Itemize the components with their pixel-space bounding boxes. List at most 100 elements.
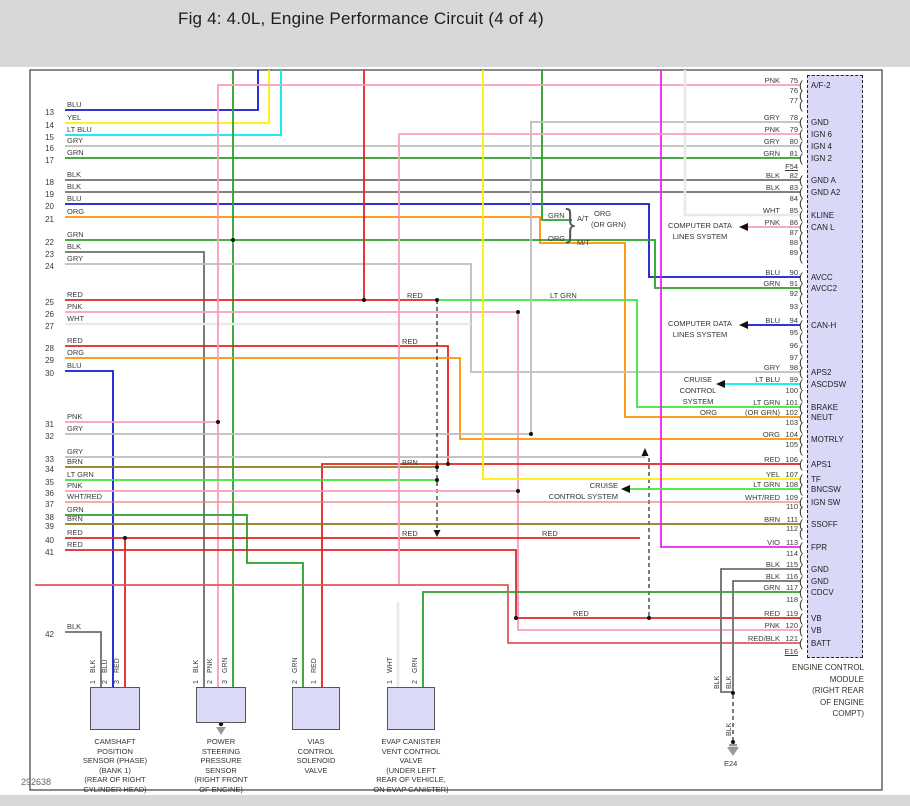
- ecm-pin-wire-color: PNK: [764, 620, 780, 630]
- vias-control-solenoid-valve-caption-line: CONTROL: [297, 746, 335, 756]
- left-row-wire-color: RED: [67, 540, 83, 549]
- evap-canister-vent-control-valve-caption-line: ON EVAP CANISTER): [373, 785, 449, 794]
- power-steering-pressure-sensor-caption-line: PRESSURE: [200, 756, 242, 766]
- left-row-wire-color: BLK: [67, 170, 82, 179]
- connector-id: F54: [785, 162, 798, 171]
- component-pin-number: 1: [193, 680, 200, 684]
- ecm-pin-bracket-icon: (: [799, 636, 803, 650]
- ecm-pin-bracket-icon: (: [799, 196, 803, 210]
- component-pin-wire-color: BLK: [90, 659, 97, 673]
- ecm-pin-bracket-icon: (: [799, 526, 803, 540]
- left-row-wire-color: BRN: [67, 457, 83, 466]
- ecm-pin-number: 80: [789, 136, 798, 146]
- ecm-pin-wire-color: RED: [764, 608, 780, 618]
- ecm-pin-signal: IGN 4: [811, 141, 832, 151]
- wire-pnk: [217, 84, 800, 687]
- connection-arrow-icon: [739, 223, 748, 231]
- ecm-pin-bracket-icon: (: [799, 304, 803, 318]
- ecm-pin-bracket-icon: (: [799, 291, 803, 305]
- ecm-pin-signal: BNCSW: [811, 484, 841, 494]
- junction-dot: [446, 462, 450, 466]
- component-pin-number: 2: [292, 680, 299, 684]
- e24-ground-bar-icon: [729, 744, 737, 747]
- ecm-pin-wire-color: BLK: [765, 559, 780, 569]
- evap-canister-vent-control-valve-box: [387, 687, 435, 730]
- wire-mid-label: RED: [402, 529, 418, 538]
- left-row-wire-color: WHT/RED: [67, 492, 102, 501]
- ecm-pin-number: 100: [785, 385, 798, 395]
- ecm-pin-number: 119: [786, 608, 798, 618]
- left-row-number: 19: [45, 190, 54, 199]
- component-pin-number: 1: [387, 680, 394, 684]
- ecm-pin-number: 82: [789, 170, 798, 180]
- ecm-pin-signal: IGN 6: [811, 129, 832, 139]
- ecm-pin-signal: APS2: [811, 367, 832, 377]
- ecm-pin-number: 96: [789, 340, 798, 350]
- wire-pnk: [398, 133, 800, 584]
- left-row-wire-color: BLK: [67, 622, 82, 631]
- ecm-pin-bracket-icon: (: [799, 551, 803, 565]
- left-row-wire-color: PNK: [67, 481, 83, 490]
- ecm-pin-bracket-icon: (: [799, 98, 803, 112]
- component-pin-wire-color: PNK: [207, 658, 214, 673]
- ecm-pin-bracket-icon: (: [799, 611, 803, 625]
- camshaft-position-sensor-caption-line: (REAR OF RIGHT: [84, 775, 146, 785]
- component-pin-wire-color: WHT: [387, 657, 394, 673]
- connection-arrow-icon: [641, 448, 649, 456]
- ecm-pin-signal: MOTRLY: [811, 434, 844, 444]
- ecm-pin-bracket-icon: (: [799, 127, 803, 141]
- wire-gry: [65, 263, 800, 373]
- component-pin-wire-color: BLK: [193, 659, 200, 673]
- wire-grn: [422, 591, 800, 687]
- junction-dot: [647, 616, 651, 620]
- left-row-number: 30: [45, 369, 54, 378]
- e24-ground-arrow-icon: [727, 747, 739, 756]
- evap-canister-vent-control-valve-caption-line: (UNDER LEFT: [386, 765, 436, 775]
- wire-ltblu: [65, 70, 282, 136]
- ecm-pin-number: 110: [786, 501, 798, 511]
- left-row-wire-color: BLK: [67, 242, 82, 251]
- left-row-number: 28: [45, 344, 54, 353]
- junction-dot: [231, 238, 235, 242]
- ecm-pin-number: 98: [789, 362, 798, 372]
- cruise-control-1: SYSTEM: [682, 397, 714, 406]
- wire-redblk: [35, 584, 800, 644]
- left-row-number: 26: [45, 310, 54, 319]
- ecm-pin-signal: CAN L: [811, 222, 835, 232]
- component-pin-number: 1: [90, 680, 97, 684]
- ecm-pin-number: 120: [785, 620, 798, 630]
- ecm-pin-number: 85: [789, 205, 798, 215]
- ecm-pin-bracket-icon: (: [799, 432, 803, 446]
- left-row-number: 13: [45, 108, 54, 117]
- ecm-pin-wire-color: GRY: [763, 136, 780, 146]
- wire-mid-label: A/T: [577, 214, 589, 223]
- component-pin-number: 2: [207, 680, 214, 684]
- ecm-pin-number: 115: [786, 559, 798, 569]
- connection-arrow-icon: [621, 485, 630, 493]
- junction-dot: [435, 478, 439, 482]
- left-row-wire-color: RED: [67, 290, 83, 299]
- ecm-caption-line: ENGINE CONTROL: [791, 663, 864, 672]
- left-row-number: 22: [45, 238, 54, 247]
- wire-mid-label: E24: [724, 759, 738, 768]
- left-row-wire-color: BLU: [67, 194, 82, 203]
- wire-red: [65, 345, 800, 465]
- left-row-number: 29: [45, 356, 54, 365]
- ecm-pin-wire-color: LT GRN: [753, 479, 780, 489]
- wire-mid-label: RED: [573, 609, 589, 618]
- ecm-pin-signal: IGN 2: [811, 153, 832, 163]
- ecm-pin-wire-color: BLU: [765, 267, 780, 277]
- cruise-control-2: CONTROL SYSTEM: [548, 492, 618, 501]
- left-row-wire-color: BRN: [67, 514, 83, 523]
- ecm-pin-wire-color: RED/BLK: [747, 633, 780, 643]
- left-row-number: 24: [45, 262, 54, 271]
- left-row-number: 25: [45, 298, 54, 307]
- ecm-pin-number: 97: [789, 352, 798, 362]
- ecm-pin-wire-color: (OR GRN): [745, 407, 780, 417]
- vias-control-solenoid-valve-caption-line: VALVE: [304, 765, 328, 775]
- left-row-number: 36: [45, 489, 54, 498]
- ecm-pin-signal: BRAKE: [811, 402, 839, 412]
- left-row-wire-color: PNK: [67, 302, 83, 311]
- page-title: Fig 4: 4.0L, Engine Performance Circuit …: [178, 9, 544, 28]
- ecm-pin-number: 105: [785, 439, 798, 449]
